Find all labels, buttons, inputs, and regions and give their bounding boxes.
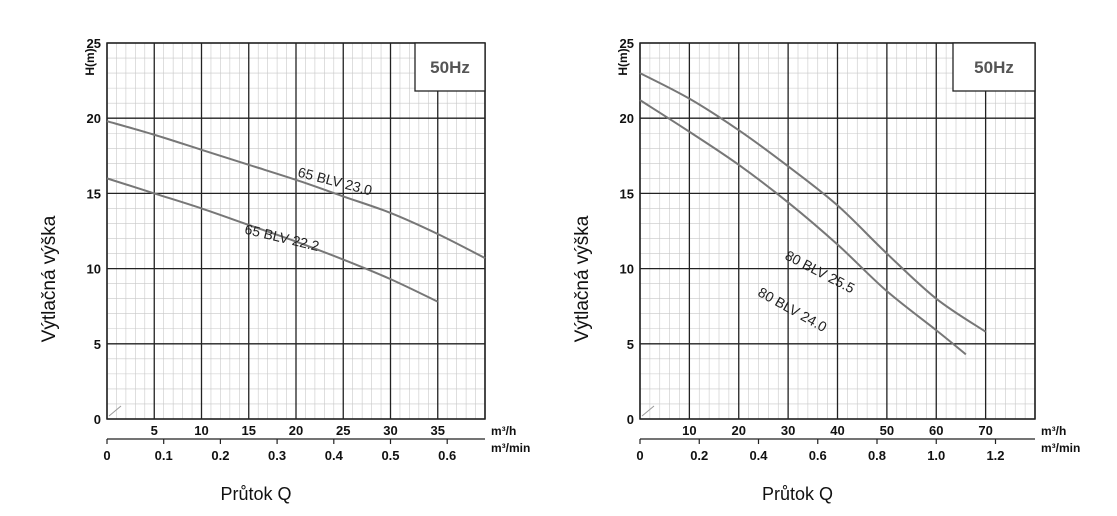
y-tick-label: 20 [87, 111, 101, 126]
frequency-badge [952, 42, 1036, 92]
head-flow-chart-left: 0 5 10 15 20 25 5 10 15 20 25 30 35 0 0.1 0.2 0.3 0.4 0.5 0… [39, 36, 530, 504]
origin-mark [641, 405, 655, 417]
x-bottom-tick-label: 1.0 [927, 448, 945, 463]
plot-frame [106, 42, 486, 420]
x-bottom-tick-label: 1.2 [986, 448, 1004, 463]
x-bottom-tick-label: 0.4 [325, 448, 344, 463]
y-tick-label: 25 [87, 36, 101, 51]
x-bottom-tick-label: 0.4 [749, 448, 768, 463]
head-flow-chart-right: 0 5 10 15 20 25 10 20 30 40 50 60 70 0 0.2 0.4 0.6 0.8 1.0… [557, 0, 1117, 516]
x-unit-top: m³/h [1041, 424, 1066, 438]
x-top-tick-label: 25 [336, 423, 350, 438]
x-axis-title: Průtok Q [762, 484, 833, 504]
series-label: 80 BLV 25.5 [783, 247, 858, 296]
y-tick-label: 25 [620, 36, 634, 51]
y-tick-label: 5 [94, 337, 101, 352]
x-top-tick-label: 60 [929, 423, 943, 438]
x-top-tick-label: 10 [194, 423, 208, 438]
x-unit-top: m³/h [491, 424, 516, 438]
frequency-badge-label: 50Hz [430, 58, 470, 77]
x-bottom-tick-label: 0 [103, 448, 110, 463]
x-bottom-tick-label: 0.5 [381, 448, 399, 463]
y-tick-label: 0 [94, 412, 101, 427]
x-top-tick-label: 50 [880, 423, 894, 438]
x-top-tick-label: 30 [781, 423, 795, 438]
curve-80-blv-25-5 [639, 72, 987, 333]
x-top-tick-label: 35 [431, 423, 445, 438]
x-axis-title: Průtok Q [220, 484, 291, 504]
x-top-tick-label: 15 [242, 423, 256, 438]
curve-65-blv-22-2 [106, 177, 439, 303]
x-bottom-tick-label: 0.3 [268, 448, 286, 463]
y-tick-label: 15 [620, 186, 634, 201]
frequency-badge [414, 42, 486, 92]
plot-frame [639, 42, 1036, 420]
y-tick-label: 10 [620, 262, 634, 277]
series-label: 80 BLV 24.0 [755, 284, 829, 335]
x-bottom-tick-label: 0.2 [690, 448, 708, 463]
y-tick-label: 0 [627, 412, 634, 427]
curve-80-blv-24-0 [639, 99, 967, 356]
chart-left-svg: 0 5 10 15 20 25 5 10 15 20 25 30 35 0 0.1 0.2 0.3 0.4 0.5 0… [39, 36, 530, 504]
y-axis-unit: H(m) [616, 48, 630, 75]
x-bottom-tick-label: 0.8 [868, 448, 886, 463]
x-top-tick-label: 30 [383, 423, 397, 438]
x-bottom-tick-label: 0 [636, 448, 643, 463]
y-tick-label: 15 [87, 186, 101, 201]
y-axis-title: Výtlačná výška [572, 215, 593, 342]
x-unit-bottom: m³/min [491, 441, 530, 455]
x-top-tick-label: 40 [830, 423, 844, 438]
x-top-tick-label: 70 [978, 423, 992, 438]
frequency-badge-label: 50Hz [974, 58, 1014, 77]
x-unit-bottom: m³/min [1041, 441, 1080, 455]
series-label: 65 BLV 22.2 [243, 221, 321, 254]
y-tick-label: 10 [87, 262, 101, 277]
x-bottom-tick-label: 0.6 [809, 448, 827, 463]
x-bottom-tick-label: 0.1 [155, 448, 173, 463]
y-tick-label: 5 [627, 337, 634, 352]
x-bottom-tick-label: 0.2 [211, 448, 229, 463]
x-top-tick-label: 20 [732, 423, 746, 438]
y-tick-label: 20 [620, 111, 634, 126]
y-axis-title: Výtlačná výška [39, 215, 60, 342]
chart-right-svg: 0 5 10 15 20 25 10 20 30 40 50 60 70 0 0.2 0.4 0.6 0.8 1.0… [572, 36, 1080, 504]
x-bottom-tick-label: 0.6 [438, 448, 456, 463]
x-top-tick-label: 5 [151, 423, 158, 438]
origin-mark [108, 405, 122, 417]
x-top-tick-label: 20 [289, 423, 303, 438]
curve-65-blv-23-0 [106, 120, 486, 259]
y-axis-unit: H(m) [83, 48, 97, 75]
x-top-tick-label: 10 [682, 423, 696, 438]
